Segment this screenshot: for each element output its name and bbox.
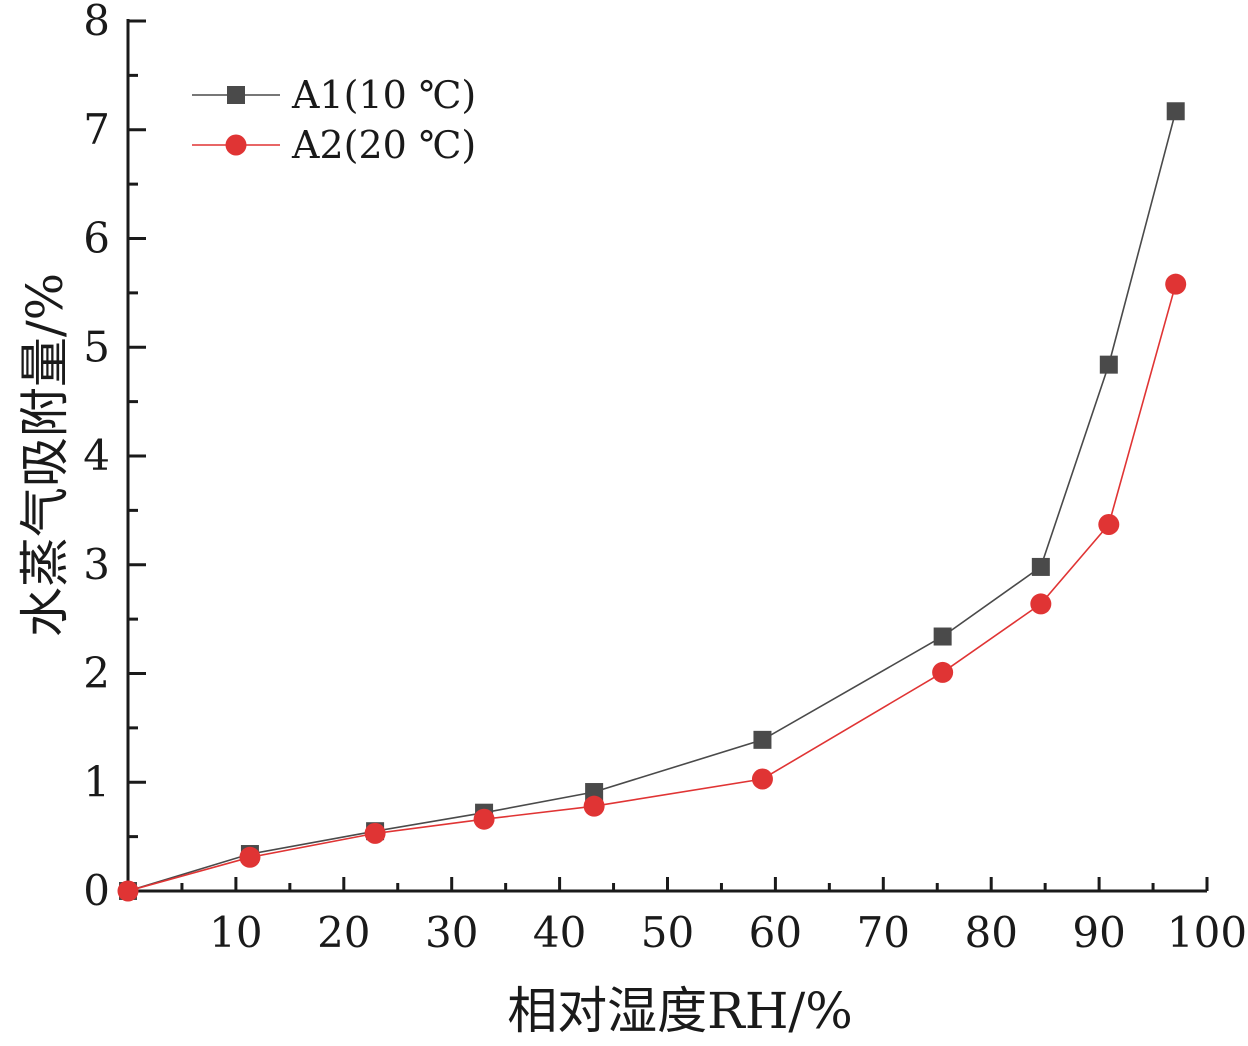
data-point <box>933 627 952 646</box>
x-tick-label: 10 <box>209 908 262 957</box>
legend: A1(10 ℃) A2(20 ℃) <box>192 73 476 167</box>
x-tick-label: 80 <box>964 908 1017 957</box>
data-point <box>239 846 261 868</box>
legend-marker <box>227 86 245 104</box>
y-tick-label: 7 <box>83 105 110 154</box>
y-axis-ticks: 0 1 2 3 4 5 6 7 8 <box>83 0 146 915</box>
data-point <box>1166 102 1185 121</box>
series-line <box>127 111 1177 892</box>
data-point <box>1030 593 1052 615</box>
y-tick-label: 6 <box>83 214 110 263</box>
x-tick-label: 20 <box>317 908 370 957</box>
x-tick-label: 70 <box>857 908 910 957</box>
legend-label: A2(20 ℃) <box>291 123 476 167</box>
data-point <box>932 661 954 683</box>
axes <box>126 19 1207 893</box>
y-tick-label: 3 <box>83 540 110 589</box>
series-1 <box>119 102 1185 900</box>
data-point <box>585 783 604 802</box>
y-tick-label: 1 <box>83 757 110 806</box>
series-2 <box>117 273 1187 902</box>
data-point <box>1099 355 1118 374</box>
legend-marker <box>225 134 247 156</box>
y-tick-label: 4 <box>83 431 110 480</box>
series-layer <box>117 102 1187 902</box>
data-point <box>117 880 139 902</box>
legend-item: A2(20 ℃) <box>192 123 476 167</box>
x-tick-label: 30 <box>425 908 478 957</box>
series-line <box>127 283 1177 892</box>
y-tick-label: 8 <box>83 0 110 45</box>
x-axis-title: 相对湿度RH/% <box>507 982 853 1040</box>
x-tick-label: 60 <box>749 908 802 957</box>
data-point <box>753 730 772 749</box>
y-tick-label: 2 <box>83 649 110 698</box>
data-point <box>1098 514 1120 536</box>
data-point <box>751 768 773 790</box>
x-tick-label: 90 <box>1072 908 1125 957</box>
legend-item: A1(10 ℃) <box>192 73 476 117</box>
data-point <box>364 822 386 844</box>
x-tick-label: 50 <box>641 908 694 957</box>
legend-label: A1(10 ℃) <box>291 73 476 117</box>
data-point <box>583 795 605 817</box>
data-point <box>1031 557 1050 576</box>
y-tick-label: 0 <box>83 866 110 915</box>
y-axis-title: 水蒸气吸附量/% <box>16 273 74 637</box>
data-point <box>1165 273 1187 295</box>
y-tick-label: 5 <box>83 322 110 371</box>
x-tick-label: 40 <box>533 908 586 957</box>
x-axis-ticks: 10 20 30 40 50 60 70 80 90 100 <box>180 877 1247 957</box>
data-point <box>473 808 495 830</box>
x-tick-label: 100 <box>1167 908 1247 957</box>
